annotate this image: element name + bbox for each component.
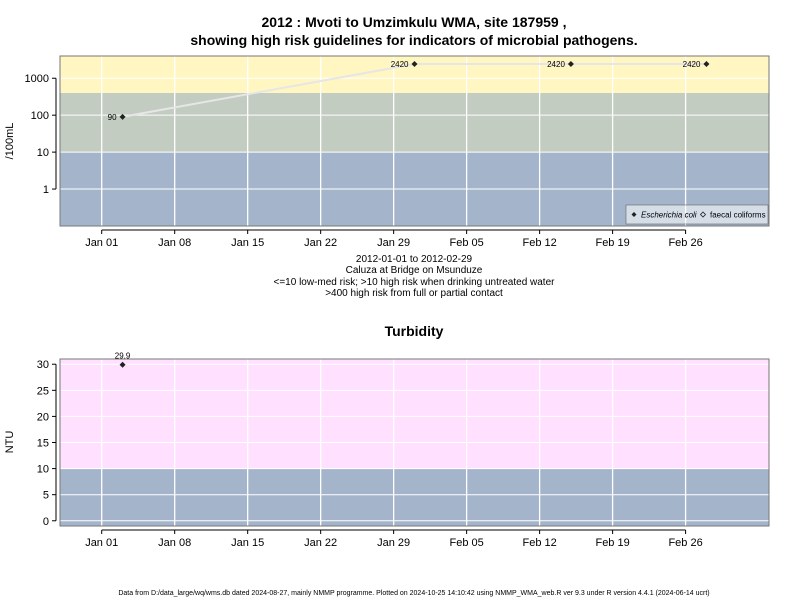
turbidity-chart: 29.9 Jan 01 Jan 08 Jan 15 Jan 22 Jan 29 Feb 0… <box>4 352 770 549</box>
data-point <box>411 61 418 68</box>
turbidity-y-axis-label: NTU <box>4 431 16 454</box>
data-point <box>703 61 710 68</box>
legend-ecoli-marker <box>631 212 637 217</box>
turbidity-plot-frame <box>59 358 770 527</box>
series-line <box>122 63 707 118</box>
risk-band-1 <box>60 92 769 153</box>
turbidity-series: 29.9 <box>115 352 131 368</box>
caption-date-range: 2012-01-01 to 2012-02-29 <box>356 254 473 265</box>
x-tick-label: Jan 29 <box>377 537 410 549</box>
y-tick-label: 1 <box>43 184 49 196</box>
y-tick-label: 5 <box>43 490 49 502</box>
x-tick-label: Feb 19 <box>595 537 629 549</box>
turbidity-title: Turbidity <box>385 323 444 339</box>
x-tick-label: Feb 26 <box>668 537 702 549</box>
x-tick-label: Feb 12 <box>522 537 556 549</box>
x-tick-label: Jan 01 <box>85 537 118 549</box>
x-tick-label: Feb 26 <box>668 237 702 249</box>
x-tick-label: Jan 08 <box>158 537 191 549</box>
turbidity-bands <box>60 359 769 526</box>
top-x-axis: Jan 01 Jan 08 Jan 15 Jan 22 Jan 29 Feb 05 Feb … <box>85 229 703 249</box>
x-tick-label: Jan 15 <box>231 537 264 549</box>
data-point <box>119 113 126 120</box>
legend: Escherichia coli faecal coliforms <box>625 204 769 225</box>
y-tick-label: 20 <box>37 411 49 423</box>
x-tick-label: Feb 12 <box>522 237 556 249</box>
data-point <box>119 361 126 368</box>
top-plot-frame <box>59 55 770 227</box>
data-point <box>567 61 574 68</box>
y-tick-label: 1000 <box>25 73 49 85</box>
data-label: 2420 <box>391 60 409 69</box>
x-tick-label: Jan 22 <box>304 237 337 249</box>
top-risk-bands <box>60 56 769 226</box>
data-label: 2420 <box>547 60 565 69</box>
legend-ecoli-label: Escherichia coli <box>641 211 697 220</box>
turbidity-x-axis: Jan 01 Jan 08 Jan 15 Jan 22 Jan 29 Feb 05 Feb … <box>85 529 703 549</box>
chart-title-line1: 2012 : Mvoti to Umzimkulu WMA, site 1879… <box>262 14 567 30</box>
risk-band-0 <box>60 468 769 526</box>
y-tick-label: 100 <box>31 110 49 122</box>
chart-title-line2: showing high risk guidelines for indicat… <box>190 32 637 48</box>
top-y-axis: 1 10 100 1000 <box>25 73 57 196</box>
x-tick-label: Jan 01 <box>85 237 118 249</box>
x-tick-label: Feb 05 <box>450 537 484 549</box>
caption-contact-guideline: >400 high risk from full or partial cont… <box>325 288 503 299</box>
legend-faecal-marker <box>699 211 707 218</box>
caption-site: Caluza at Bridge on Msunduze <box>346 265 483 276</box>
x-tick-label: Jan 15 <box>231 237 264 249</box>
data-label: 29.9 <box>115 352 131 361</box>
data-label: 90 <box>108 113 117 122</box>
x-tick-label: Jan 08 <box>158 237 191 249</box>
y-tick-label: 10 <box>37 147 49 159</box>
x-tick-label: Jan 29 <box>377 237 410 249</box>
top-grid <box>60 56 769 226</box>
y-tick-label: 10 <box>37 464 49 476</box>
caption-drinking-guideline: <=10 low-med risk; >10 high risk when dr… <box>274 277 556 288</box>
y-tick-label: 15 <box>37 438 49 450</box>
legend-faecal-label: faecal coliforms <box>710 211 766 220</box>
footer-note: Data from D:/data_large/wq/wms.db dated … <box>118 590 709 597</box>
x-tick-label: Feb 05 <box>450 237 484 249</box>
x-tick-label: Feb 19 <box>595 237 629 249</box>
legend-box <box>625 204 769 225</box>
turbidity-grid <box>60 359 769 526</box>
top-series: 90 2420 2420 2420 <box>108 60 710 122</box>
data-label: 2420 <box>683 60 701 69</box>
y-tick-label: 30 <box>37 359 49 371</box>
x-tick-label: Jan 22 <box>304 537 337 549</box>
turbidity-y-axis: 0 5 10 15 20 25 30 <box>37 359 57 528</box>
risk-band-1 <box>60 359 769 469</box>
top-y-axis-label: /100mL <box>4 123 16 160</box>
y-tick-label: 0 <box>43 516 49 528</box>
y-tick-label: 25 <box>37 385 49 397</box>
